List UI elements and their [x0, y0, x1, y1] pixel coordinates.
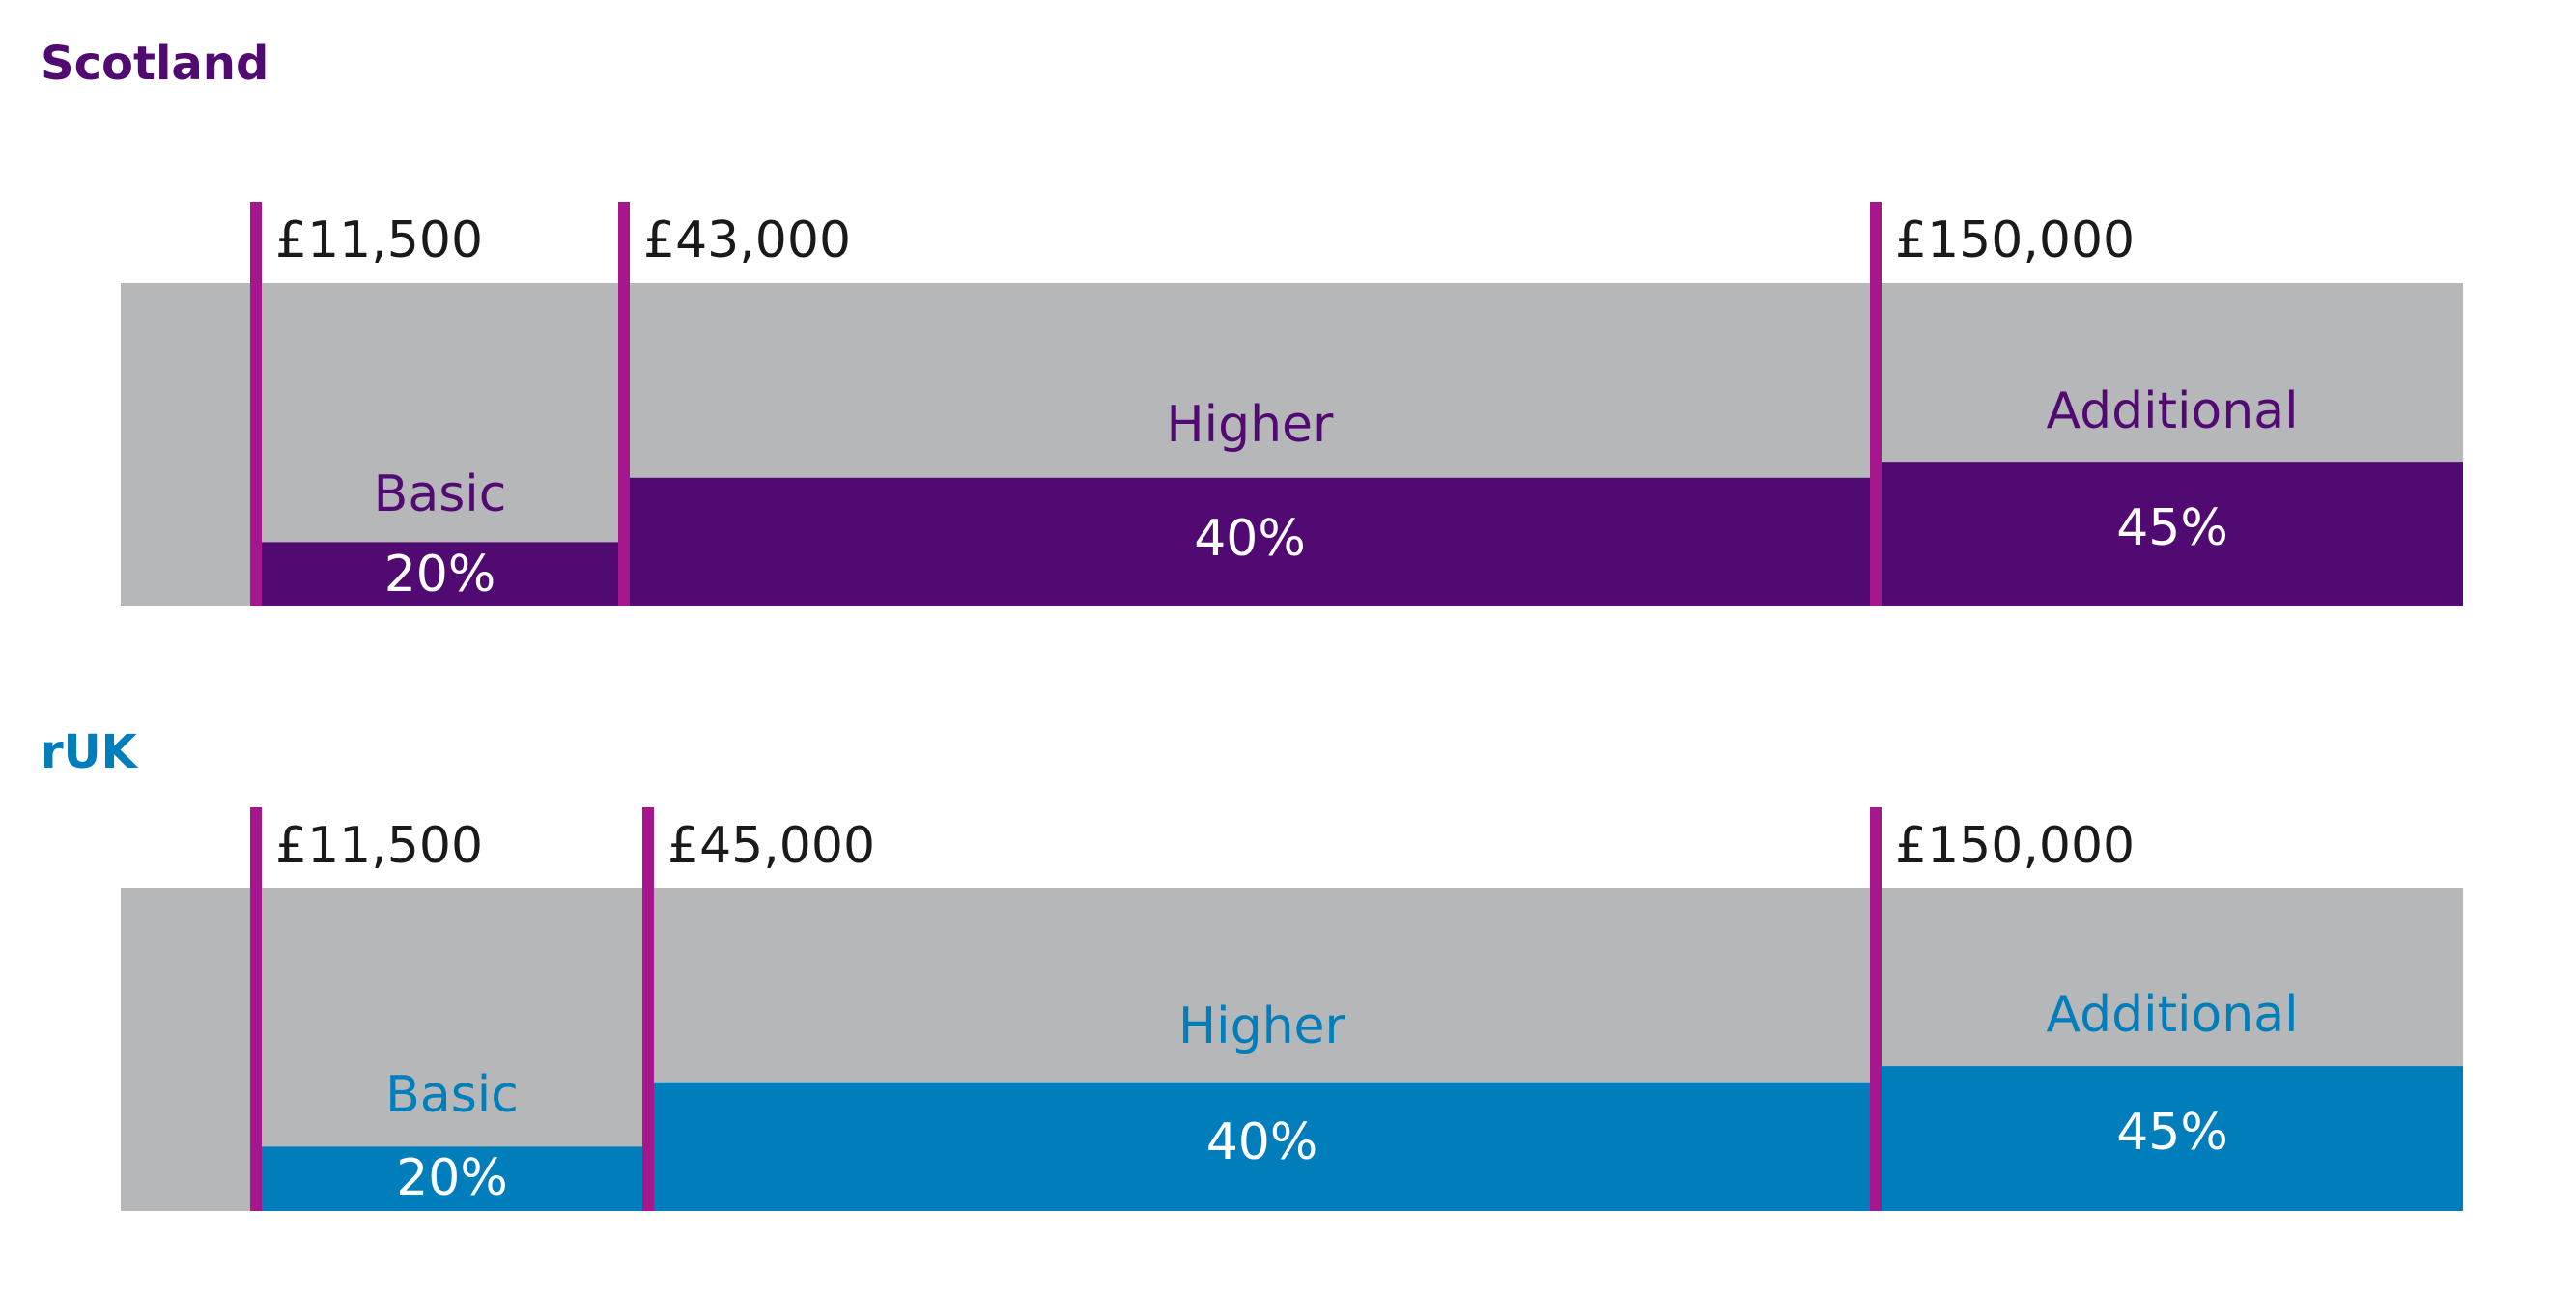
scotland-band-bar-additional: [1882, 462, 2463, 606]
scotland-threshold-marker-2: [618, 202, 630, 606]
ruk-band-label-higher: Higher: [1178, 998, 1346, 1055]
scotland-band-label-higher: Higher: [1167, 396, 1335, 454]
ruk-threshold-marker-2: [642, 807, 654, 1211]
ruk-band-label-additional: Additional: [2046, 986, 2298, 1044]
ruk-band-rate-higher: 40%: [1206, 1113, 1318, 1171]
scotland-band-label-basic: Basic: [374, 465, 507, 523]
ruk-band-rate-additional: 45%: [2116, 1104, 2228, 1162]
ruk-band-label-basic: Basic: [385, 1066, 519, 1124]
ruk-band-rate-basic: 20%: [396, 1149, 508, 1207]
ruk-threshold-label-3: £150,000: [1895, 817, 2135, 875]
scotland-panel-title: Scotland: [41, 37, 269, 91]
ruk-threshold-label-2: £45,000: [667, 817, 875, 875]
ruk-threshold-label-1: £11,500: [275, 817, 483, 875]
ruk-panel-title: rUK: [41, 725, 139, 779]
ruk-band-bar-basic: [262, 1146, 642, 1211]
scotland-band-rate-higher: 40%: [1194, 510, 1306, 568]
scotland-threshold-label-3: £150,000: [1895, 211, 2135, 269]
scotland-band-bar-higher: [630, 477, 1870, 606]
scotland-threshold-label-2: £43,000: [643, 211, 851, 269]
ruk-threshold-marker-1: [250, 807, 262, 1211]
scotland-threshold-label-1: £11,500: [275, 211, 483, 269]
scotland-band-label-additional: Additional: [2046, 382, 2298, 440]
scotland-band-rate-additional: 45%: [2116, 499, 2228, 557]
scotland-threshold-marker-1: [250, 202, 262, 606]
ruk-threshold-marker-3: [1870, 807, 1882, 1211]
scotland-band-rate-basic: 20%: [384, 546, 496, 604]
ruk-band-bar-higher: [654, 1082, 1870, 1211]
ruk-band-bar-additional: [1882, 1066, 2463, 1211]
scotland-band-bar-basic: [262, 542, 618, 606]
scotland-threshold-marker-3: [1870, 202, 1882, 606]
